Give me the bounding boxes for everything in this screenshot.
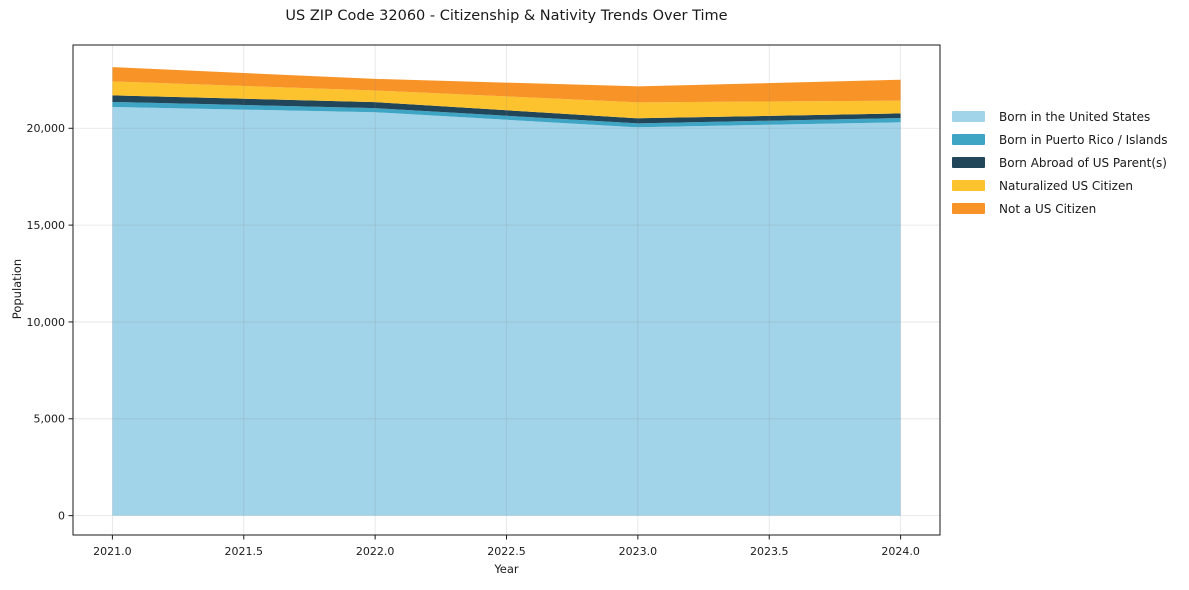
y-tick-label: 0 [58,509,65,522]
x-tick-label: 2021.0 [93,545,132,558]
y-tick-label: 15,000 [27,219,66,232]
legend-swatch [952,157,985,168]
legend-item-label: Naturalized US Citizen [999,178,1133,193]
area-series-2 [112,95,901,124]
y-axis-label: Population [10,258,24,320]
legend-item: Born Abroad of US Parent(s) [952,151,1168,174]
legend-swatch [952,203,985,214]
gridlines [73,45,940,535]
x-axis-label: Year [494,562,519,576]
legend-swatch [952,111,985,122]
y-tick-label: 20,000 [27,122,66,135]
legend-item-label: Born in Puerto Rico / Islands [999,132,1168,147]
area-series-3 [112,81,901,119]
legend-item: Naturalized US Citizen [952,174,1168,197]
axis-ticks: 2021.0 2021.5 2022.0 2022.5 2023.0 2023.5 2024… [27,122,920,558]
area-series-4 [112,67,901,103]
legend-item-label: Born in the United States [999,109,1151,124]
area-series-group [112,67,901,516]
area-series-0 [112,106,901,516]
legend-swatch [952,134,985,145]
chart-title: US ZIP Code 32060 - Citizenship & Nativi… [285,8,728,24]
x-tick-label: 2022.5 [487,545,526,558]
area-series-1 [112,101,901,128]
x-tick-label: 2023.5 [750,545,789,558]
legend-item-label: Born Abroad of US Parent(s) [999,155,1167,170]
x-tick-label: 2023.0 [619,545,658,558]
y-tick-label: 5,000 [34,413,66,426]
x-tick-label: 2021.5 [225,545,264,558]
legend-item: Not a US Citizen [952,197,1168,220]
x-tick-label: 2024.0 [881,545,920,558]
legend-item: Born in Puerto Rico / Islands [952,128,1168,151]
legend: Born in the United States Born in Puerto… [952,105,1168,220]
y-tick-label: 10,000 [27,316,66,329]
legend-item-label: Not a US Citizen [999,201,1097,216]
legend-swatch [952,180,985,191]
legend-item: Born in the United States [952,105,1168,128]
x-tick-label: 2022.0 [356,545,395,558]
